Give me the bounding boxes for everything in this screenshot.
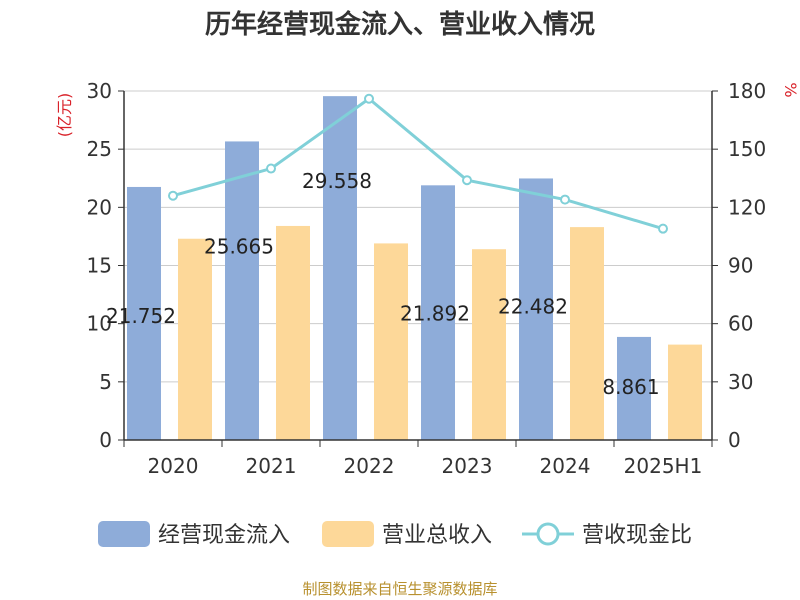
ratio-point [560, 194, 570, 205]
grid-lines [124, 90, 712, 383]
y-right-tick-label: 120 [728, 195, 766, 219]
bar-cash-inflow [127, 186, 161, 440]
y-left-tick-label: 30 [87, 79, 112, 103]
bar-revenue [276, 225, 310, 440]
data-label-cash-inflow: 22.482 [498, 294, 568, 318]
y-left-tick-label: 0 [99, 428, 112, 452]
ratio-line-group [168, 93, 668, 234]
bar-cash-inflow [225, 141, 259, 441]
data-label-cash-inflow: 21.892 [400, 301, 470, 325]
chart-title: 历年经营现金流入、营业收入情况 [204, 10, 595, 40]
data-label-cash-inflow: 21.752 [106, 304, 176, 328]
bar-revenue [570, 227, 604, 440]
axes-group: 0 5 10 15 20 25 30 0 30 60 90 120 150 180 2020 2021 2022… [55, 79, 800, 478]
bars-group [127, 96, 702, 441]
ratio-point [364, 93, 374, 104]
data-label-cash-inflow: 25.665 [204, 234, 274, 258]
legend-swatch-ratio-marker [536, 522, 560, 546]
ratio-point [658, 223, 668, 234]
bar-cash-inflow [519, 178, 553, 440]
y-left-tick-label: 10 [87, 312, 112, 336]
x-tick-label: 2023 [442, 454, 493, 478]
bar-cash-inflow [421, 185, 455, 440]
x-tick-label: 2020 [148, 454, 199, 478]
legend-swatch-revenue [322, 521, 374, 547]
bar-revenue [472, 249, 506, 440]
bar-revenue [178, 238, 212, 440]
bar-cash-inflow [323, 96, 357, 440]
legend-label-ratio: 营收现金比 [582, 523, 692, 548]
x-tick-label: 2024 [540, 454, 591, 478]
data-label-cash-inflow: 29.558 [302, 169, 372, 193]
y-right-tick-label: 90 [728, 254, 753, 278]
bar-revenue [668, 344, 702, 440]
ratio-point [462, 175, 472, 186]
legend: 经营现金流入 营业总收入 营收现金比 [98, 521, 692, 548]
y-right-tick-label: 60 [728, 312, 753, 336]
y-left-tick-label: 25 [87, 137, 112, 161]
y-left-tick-label: 5 [99, 370, 112, 394]
y-right-tick-label: 0 [728, 428, 741, 452]
y-right-tick-label: 150 [728, 137, 766, 161]
y-left-unit-label: (亿元) [55, 93, 74, 138]
legend-label-cash-inflow: 经营现金流入 [158, 523, 290, 548]
bar-cash-inflow [617, 336, 651, 440]
y-left-tick-label: 15 [87, 254, 112, 278]
bar-revenue [374, 243, 408, 440]
ratio-line [172, 96, 664, 231]
ratio-point [168, 190, 178, 201]
x-tick-label: 2022 [344, 454, 395, 478]
y-left-tick-label: 20 [87, 195, 112, 219]
ratio-point [266, 163, 276, 174]
legend-label-revenue: 营业总收入 [382, 523, 492, 548]
data-source: 制图数据来自恒生聚源数据库 [302, 580, 498, 598]
y-right-unit-label: % [781, 82, 800, 97]
x-tick-label: 2025H1 [624, 454, 703, 478]
legend-swatch-cash-inflow [98, 521, 150, 547]
data-labels-group: 21.752 25.665 29.558 21.892 22.482 8.861 [106, 169, 660, 399]
y-right-tick-label: 30 [728, 370, 753, 394]
x-tick-label: 2021 [246, 454, 297, 478]
data-label-cash-inflow: 8.861 [602, 375, 659, 399]
y-right-tick-label: 180 [728, 79, 766, 103]
